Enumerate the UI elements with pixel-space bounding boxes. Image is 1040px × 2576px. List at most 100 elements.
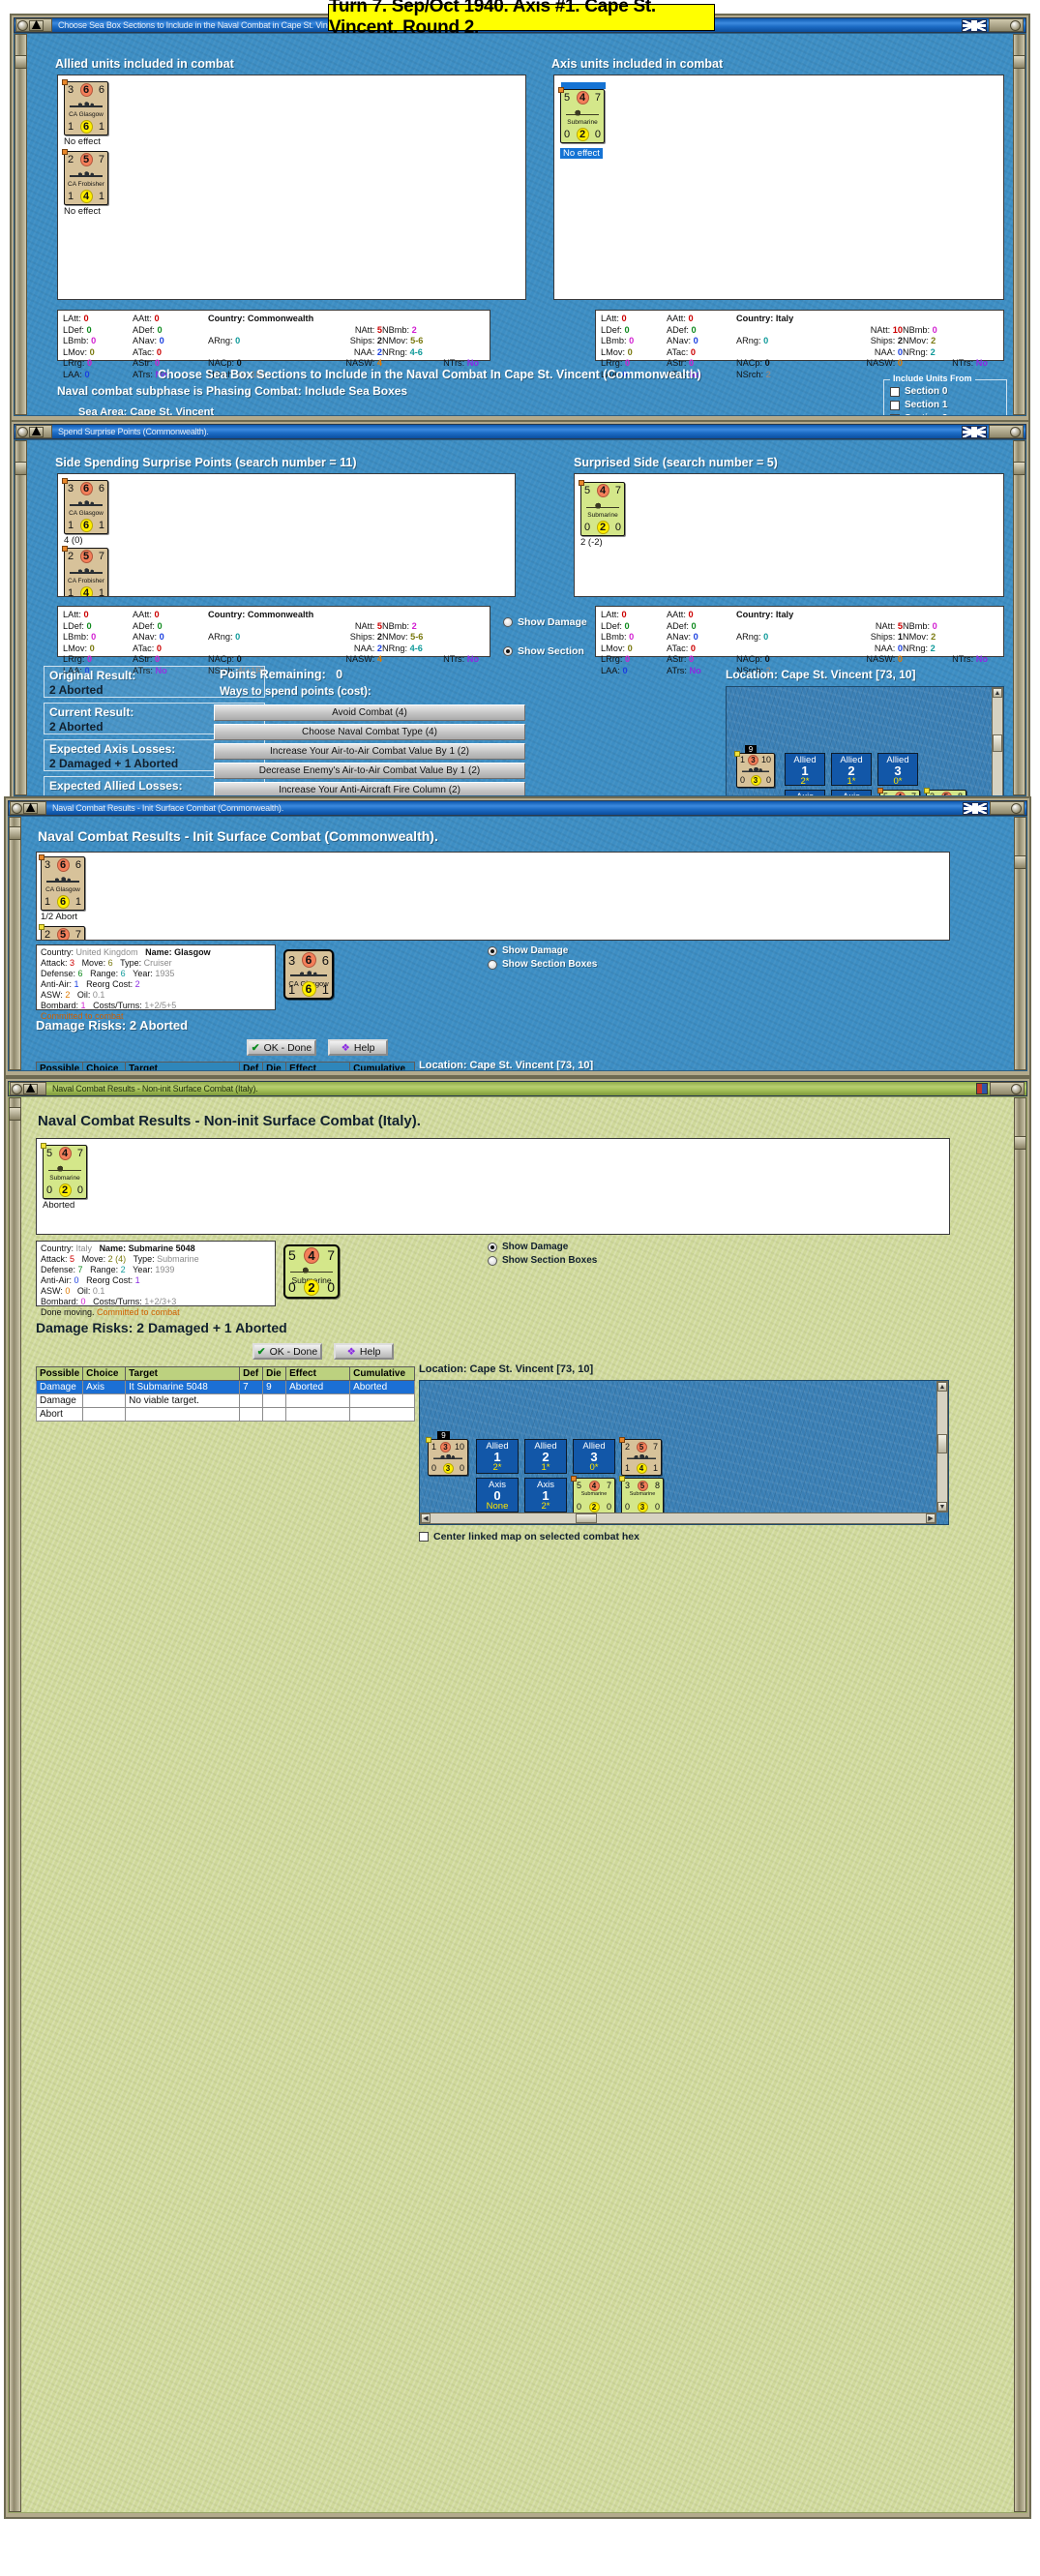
counter-allied-frobisher[interactable]: 2 5 7 CA Frobisher 1 4 1 No effect bbox=[62, 149, 112, 217]
counter-frobisher[interactable]: 2 5 7 CA Frobisher 1 4 1 4 (0) bbox=[62, 546, 112, 596]
counter-chip[interactable]: 5 4 7 Submarine 0 2 0 bbox=[558, 82, 606, 143]
sea-box-axis-0[interactable]: Axis 0 None bbox=[785, 790, 825, 795]
window4-units-list[interactable]: 5 4 7 Submarine 0 2 0 Aborted bbox=[36, 1138, 950, 1235]
counter-chip[interactable]: 3 6 6 CA Glasgow 1 6 1 bbox=[39, 854, 85, 911]
window4-results-table[interactable]: Possible Choice Target Def Die Effect Cu… bbox=[35, 1366, 415, 1422]
window3-ok-button[interactable]: ✔ OK - Done bbox=[247, 1039, 316, 1056]
spend-button-choose-naval-combat-type[interactable]: Choose Naval Combat Type (4) bbox=[214, 724, 525, 740]
counter-glasgow[interactable]: 3 6 6 CA Glasgow 1 6 1 4 (0) bbox=[62, 478, 112, 546]
counter-chip[interactable]: 3 6 6 CA Glasgow 1 6 1 bbox=[62, 478, 108, 534]
counter-chip[interactable]: 3 6 6 CA Glasgow 1 6 1 bbox=[62, 79, 108, 135]
right-rail-tab[interactable] bbox=[1014, 1136, 1026, 1150]
window3-system-icon[interactable]: ▲ bbox=[10, 799, 46, 816]
checkbox-icon[interactable]: ✓ bbox=[890, 413, 900, 415]
radio-icon[interactable] bbox=[488, 1242, 497, 1252]
window4-titlebar[interactable]: ▲ Naval Combat Results - Non-init Surfac… bbox=[8, 1080, 1027, 1096]
section-checkbox-0[interactable]: Section 0 bbox=[890, 386, 1006, 397]
counter-chip[interactable]: 5 4 7 Submarine 0 2 0 bbox=[579, 480, 625, 536]
restore-icon[interactable]: ▲ bbox=[28, 16, 45, 33]
window3-units-list[interactable]: 3 6 6 CA Glasgow 1 6 1 1/2 Abort bbox=[36, 852, 950, 941]
map-horizontal-scrollbar[interactable]: ◀ ▶ bbox=[420, 1513, 936, 1524]
counter-chip[interactable]: 2 5 7 1 4 1 bbox=[619, 1437, 662, 1476]
table-row[interactable]: Damage Axis It Submarine 5048 7 9 Aborte… bbox=[35, 1380, 415, 1394]
left-rail-tab[interactable] bbox=[9, 826, 21, 840]
spend-button-increase-air-to-air[interactable]: Increase Your Air-to-Air Combat Value By… bbox=[214, 743, 525, 760]
counter-chip[interactable]: 2 5 7 CA Frobisher 1 4 1 bbox=[62, 546, 108, 596]
window3-results-table[interactable]: Possible Choice Target Def Die Effect Cu… bbox=[35, 1062, 415, 1070]
counter-submarine[interactable]: 5 4 7 Submarine 0 2 0 2 (-2) bbox=[579, 480, 629, 548]
window4-detail-counter[interactable]: 5 4 7 Submarine 0 2 0 bbox=[283, 1244, 340, 1299]
map-counter-2[interactable]: 5 4 7 Submarine 0 2 0 bbox=[571, 1476, 621, 1514]
right-rail-tab[interactable] bbox=[1014, 855, 1026, 869]
counter-chip[interactable]: 5 4 7 Submarine 0 2 0 bbox=[283, 1244, 340, 1299]
counter-frobisher-result[interactable]: 2 5 7 CA Frobisher 1 4 1 Aborted bbox=[39, 924, 89, 940]
map-counter-3[interactable]: 3 5 8 Submarine 0 3 0 bbox=[619, 1476, 669, 1514]
center-linked-map-checkbox[interactable]: Center linked map on selected combat hex bbox=[419, 1531, 639, 1543]
counter-axis-submarine[interactable]: 5 4 7 Submarine 0 2 0 No effect bbox=[558, 82, 609, 161]
window2-corner-controls[interactable] bbox=[989, 425, 1024, 438]
map-counter-2[interactable]: 3 5 8 Submarine 0 3 0 bbox=[924, 788, 974, 795]
restore-icon[interactable]: ▲ bbox=[28, 423, 45, 439]
window2-system-icon[interactable]: ▲ bbox=[15, 423, 52, 439]
window4-map[interactable]: 9 1 3 10 0 3 0 bbox=[419, 1380, 949, 1525]
window3-titlebar[interactable]: ▲ Naval Combat Results - Init Surface Co… bbox=[8, 799, 1027, 816]
checkbox-icon[interactable] bbox=[890, 386, 900, 397]
radio-show-section[interactable]: Show Section bbox=[503, 645, 584, 657]
sea-box-allied-1[interactable]: Allied 1 2* bbox=[476, 1439, 519, 1474]
map-counter-1[interactable]: 5 4 7 Submarine 0 2 0 bbox=[877, 788, 928, 795]
window2-map[interactable]: 9 1 3 10 0 3 0 bbox=[726, 686, 1004, 795]
counter-chip[interactable]: 2 5 7 CA Frobisher 1 4 1 bbox=[62, 149, 108, 205]
map-counter-1[interactable]: 2 5 7 1 4 1 bbox=[619, 1437, 669, 1476]
radio-icon[interactable] bbox=[488, 1255, 497, 1266]
scroll-up-arrow-icon[interactable]: ▲ bbox=[937, 1382, 947, 1392]
spend-button-avoid-combat[interactable]: Avoid Combat (4) bbox=[214, 704, 525, 721]
map-counter-0[interactable]: 9 1 3 10 0 3 0 bbox=[734, 745, 785, 788]
scroll-right-arrow-icon[interactable]: ▶ bbox=[926, 1513, 936, 1523]
allied-units-list[interactable]: 3 6 6 CA Glasgow 1 6 1 No effect bbox=[57, 75, 526, 300]
surprised-side-list[interactable]: 5 4 7 Submarine 0 2 0 2 (-2) bbox=[574, 473, 1004, 597]
map-vertical-scrollbar[interactable]: ▲ ▼ bbox=[936, 1381, 948, 1513]
restore-icon[interactable]: ▲ bbox=[22, 799, 39, 816]
section-checkbox-1[interactable]: Section 1 bbox=[890, 400, 1006, 410]
window4-help-button[interactable]: ❖ Help bbox=[334, 1343, 394, 1360]
window3-radio-show-section-boxes[interactable]: Show Section Boxes bbox=[488, 959, 597, 970]
sea-box-axis-1[interactable]: Axis 1 2* bbox=[524, 1478, 567, 1513]
window4-radio-show-section-boxes[interactable]: Show Section Boxes bbox=[488, 1255, 597, 1266]
spending-side-list[interactable]: 3 6 6 CA Glasgow 1 6 1 4 (0) bbox=[57, 473, 516, 597]
left-rail-tab[interactable] bbox=[15, 55, 27, 69]
scroll-left-arrow-icon[interactable]: ◀ bbox=[421, 1513, 431, 1523]
sea-box-axis-1[interactable]: Axis 1 2* bbox=[831, 790, 872, 795]
axis-units-list[interactable]: 5 4 7 Submarine 0 2 0 No effect bbox=[553, 75, 1004, 300]
counter-chip[interactable]: 2 5 7 CA Frobisher 1 4 1 bbox=[39, 924, 85, 940]
checkbox-icon[interactable] bbox=[419, 1532, 429, 1542]
counter-chip[interactable]: 5 4 7 Submarine 0 2 0 bbox=[571, 1476, 615, 1514]
radio-show-damage-2[interactable]: Show Damage bbox=[503, 616, 587, 628]
window4-radio-show-damage[interactable]: Show Damage bbox=[488, 1242, 568, 1252]
counter-glasgow-result[interactable]: 3 6 6 CA Glasgow 1 6 1 1/2 Abort bbox=[39, 854, 89, 922]
scroll-down-arrow-icon[interactable]: ▼ bbox=[937, 1502, 947, 1512]
right-rail-tab[interactable] bbox=[1013, 55, 1025, 69]
sea-box-allied-1[interactable]: Allied 1 2* bbox=[785, 753, 825, 787]
counter-allied-glasgow[interactable]: 3 6 6 CA Glasgow 1 6 1 No effect bbox=[62, 79, 112, 147]
window3-radio-show-damage[interactable]: Show Damage bbox=[488, 945, 568, 956]
sea-box-allied-2[interactable]: Allied 2 1* bbox=[831, 753, 872, 787]
counter-chip[interactable]: 9 1 3 10 0 3 0 bbox=[734, 745, 775, 788]
counter-chip[interactable]: 3 5 8 Submarine 0 3 0 bbox=[619, 1476, 664, 1514]
counter-chip[interactable]: 9 1 3 10 0 3 0 bbox=[426, 1431, 468, 1476]
left-rail-tab[interactable] bbox=[9, 1107, 21, 1121]
table-row[interactable]: Abort bbox=[35, 1407, 415, 1422]
window3-help-button[interactable]: ❖ Help bbox=[328, 1039, 388, 1056]
window2-titlebar[interactable]: ▲ Spend Surprise Points (Commonwealth). bbox=[14, 423, 1026, 439]
counter-chip[interactable]: 5 4 7 Submarine 0 2 0 bbox=[41, 1143, 87, 1199]
radio-icon[interactable] bbox=[488, 945, 497, 956]
counter-chip[interactable]: 5 4 7 Submarine 0 2 0 bbox=[877, 788, 920, 795]
radio-icon[interactable] bbox=[503, 617, 513, 627]
map-vertical-scrollbar[interactable]: ▲ ▼ bbox=[992, 687, 1003, 795]
radio-icon[interactable] bbox=[503, 646, 513, 656]
right-rail-tab[interactable] bbox=[1013, 462, 1025, 475]
radio-icon[interactable] bbox=[488, 959, 497, 970]
scroll-thumb[interactable] bbox=[576, 1513, 597, 1523]
checkbox-icon[interactable] bbox=[890, 400, 900, 410]
sea-box-allied-3[interactable]: Allied 3 0* bbox=[573, 1439, 615, 1474]
window3-detail-counter[interactable]: 3 6 6 CA Glasgow 1 6 1 bbox=[283, 949, 334, 1000]
